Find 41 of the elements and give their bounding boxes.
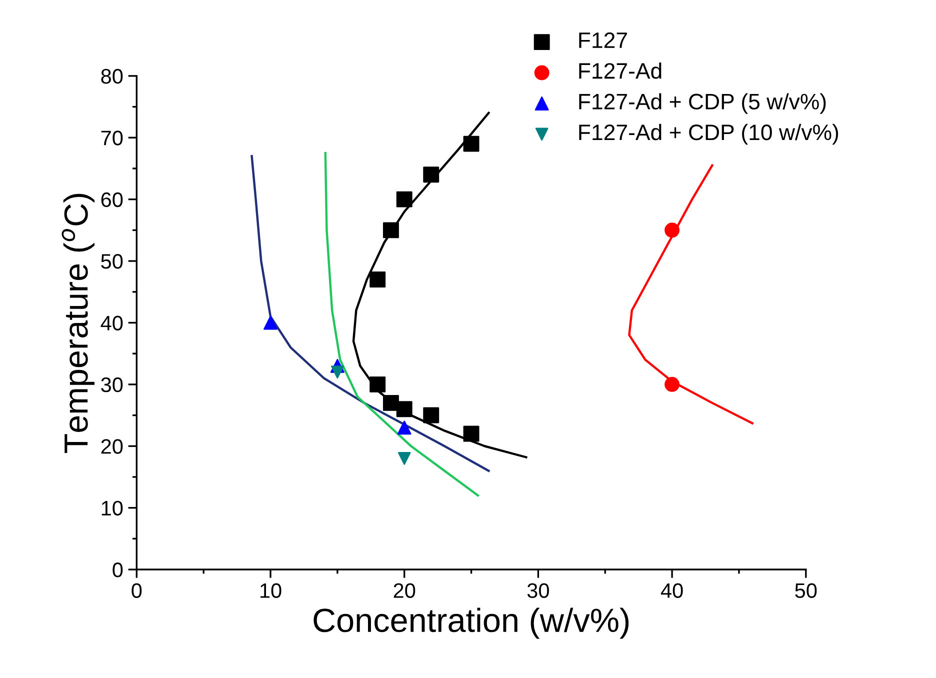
line-series (352, 112, 528, 458)
point (397, 420, 412, 435)
point (331, 366, 344, 379)
legend-label: F127-Ad + CDP (10 w/v%) (579, 124, 838, 145)
point (382, 222, 399, 238)
line-series (250, 155, 490, 472)
point (396, 191, 412, 208)
x-tick-label: 0 (132, 583, 142, 598)
point (664, 222, 680, 238)
point (423, 166, 440, 183)
point (382, 394, 399, 411)
x-axis-title: Concentration (w/v%) (314, 608, 629, 639)
x-tick-label: 40 (660, 583, 683, 598)
y-tick-label: 10 (102, 500, 123, 516)
legend-label: F127-Ad + CDP (5 w/v%) (579, 93, 826, 114)
point (423, 407, 440, 424)
legend-label: F127 (579, 32, 627, 48)
x-tick-label: 10 (260, 583, 282, 598)
y-axis-title: Temperature ($^{o}$C) (62, 194, 94, 453)
x-tick-label: 50 (795, 583, 817, 598)
point (370, 376, 386, 392)
y-tick-label: 70 (101, 130, 123, 146)
point (463, 136, 480, 152)
legend-label: F127-Ad (579, 62, 662, 79)
y-tick-label: 0 (112, 562, 123, 578)
point (370, 272, 386, 288)
x-tick-label: 20 (394, 583, 416, 598)
y-tick-label: 80 (101, 68, 123, 84)
point (398, 452, 411, 465)
y-tick-label: 30 (101, 377, 123, 392)
x-tick-label: 30 (527, 583, 549, 598)
point (463, 426, 480, 442)
line-series (324, 152, 480, 497)
y-tick-label: 60 (101, 192, 123, 208)
line-series (628, 164, 754, 424)
y-tick-label: 20 (101, 439, 123, 454)
point (664, 376, 680, 392)
point (264, 316, 278, 330)
y-tick-label: 40 (100, 316, 123, 330)
point (396, 401, 412, 418)
y-tick-label: 50 (101, 254, 123, 269)
